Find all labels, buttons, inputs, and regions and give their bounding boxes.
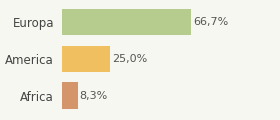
Bar xyxy=(62,45,110,72)
Text: 66,7%: 66,7% xyxy=(193,17,228,27)
Text: 8,3%: 8,3% xyxy=(79,91,108,101)
Text: 25,0%: 25,0% xyxy=(112,54,147,64)
Bar xyxy=(62,82,78,109)
Bar xyxy=(62,9,191,35)
